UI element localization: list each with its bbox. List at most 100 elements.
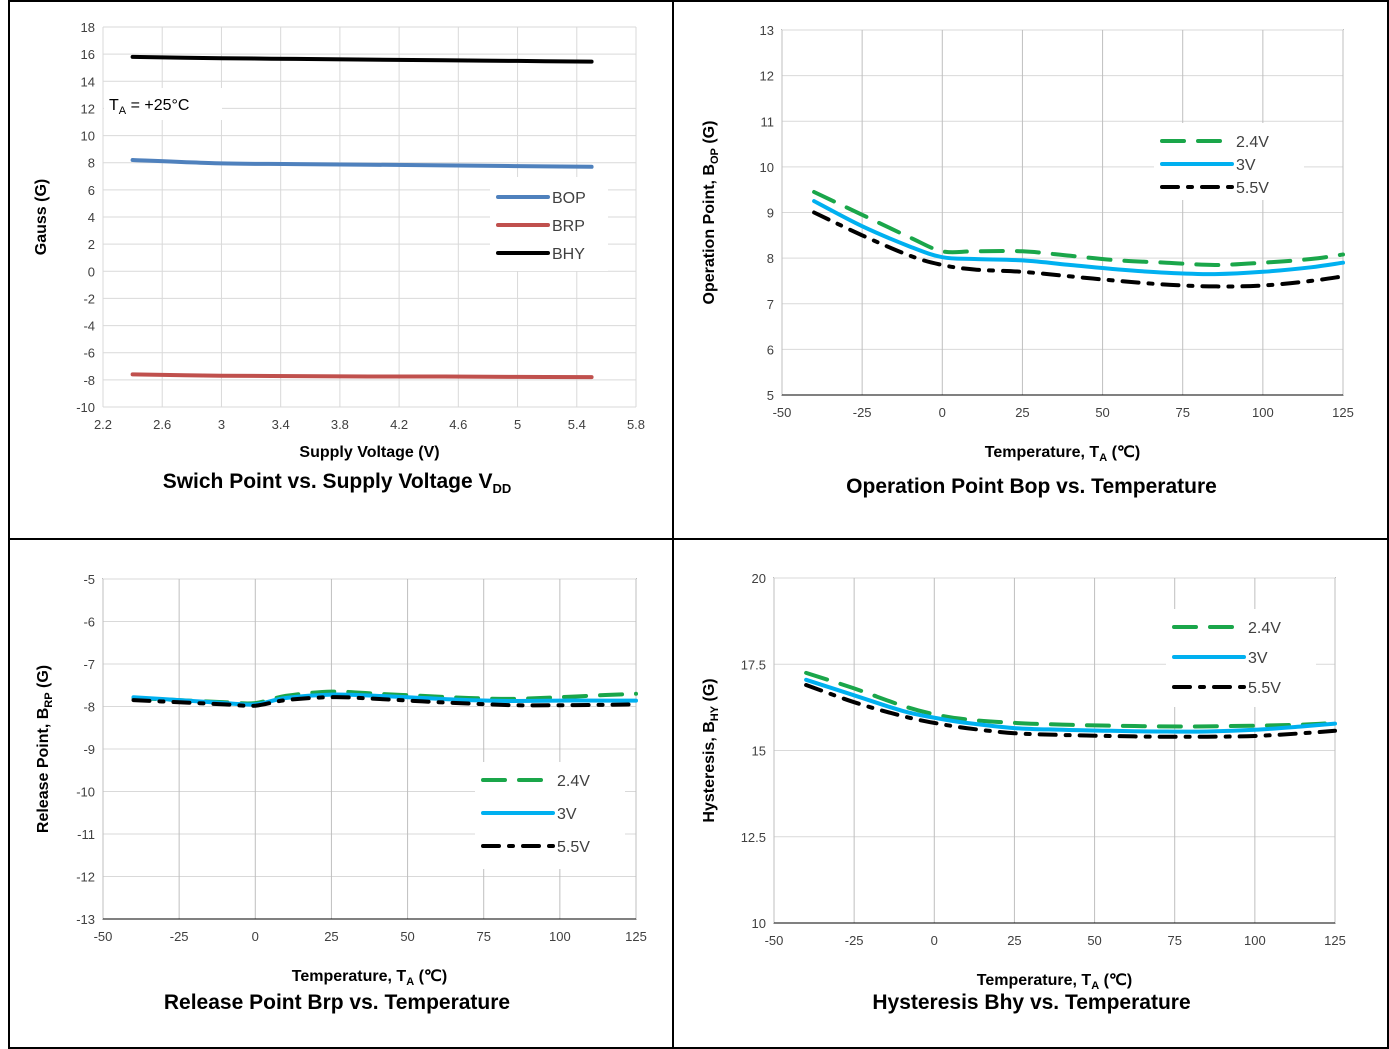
x-tick-label: 50 xyxy=(1087,933,1101,948)
x-tick-label: 25 xyxy=(1007,933,1021,948)
y-tick-label: 12.5 xyxy=(741,830,766,845)
series-line-2-4v xyxy=(812,190,1345,268)
grid-lines xyxy=(781,29,1344,396)
series-lines xyxy=(812,190,1345,289)
x-tick-label: 100 xyxy=(1252,405,1274,420)
legend: 2.4V 3V 5.5V xyxy=(1166,609,1316,707)
y-tick-label: -12 xyxy=(76,870,95,885)
y-tick-label: -10 xyxy=(76,400,95,415)
legend-label: 5.5V xyxy=(1236,180,1269,197)
legend-label: 5.5V xyxy=(1248,680,1281,697)
y-tick-label: -2 xyxy=(83,291,95,306)
chart-svg-brp: -13 -12 -11 -10 -9 -8 -7 -6 -5 -50 -25 0 25 50 75 100 12… xyxy=(35,572,647,988)
chart-svg-bhy: 10 12.5 15 17.5 20 -50 -25 0 25 50 75 100 125 Tempera… xyxy=(701,571,1346,992)
series-line-3v xyxy=(812,199,1345,277)
x-tick-label: 5.4 xyxy=(568,417,586,432)
x-tick-label: 25 xyxy=(324,929,338,944)
y-tick-label: 17.5 xyxy=(741,657,766,672)
x-axis-title: Temperature, TA (℃) xyxy=(292,968,447,988)
y-tick-label: 20 xyxy=(752,571,766,586)
legend-label: 5.5V xyxy=(557,839,590,856)
tick-labels: 10 12.5 15 17.5 20 -50 -25 0 25 50 75 100 125 xyxy=(741,571,1346,948)
x-tick-label: 3.8 xyxy=(331,417,349,432)
tick-labels: -10 -8 -6 -4 -2 0 2 4 6 8 10 12 14 16 18 2.2 2.6 3 3.4 3.8 4… xyxy=(76,20,645,432)
x-tick-label: -50 xyxy=(94,929,113,944)
x-tick-label: 50 xyxy=(1095,405,1109,420)
x-tick-label: 125 xyxy=(1324,933,1346,948)
chart-svg-vdd: -10 -8 -6 -4 -2 0 2 4 6 8 10 12 14 16 18 2.2 2.6 3 3.4 3.8 4… xyxy=(33,20,645,461)
x-axis-title-main: Temperature, T xyxy=(977,972,1092,989)
x-axis-title: Temperature, TA (℃) xyxy=(985,444,1140,464)
y-axis-title-rest: (G) xyxy=(35,665,52,693)
y-tick-label: 12 xyxy=(81,101,95,116)
x-tick-label: 0 xyxy=(939,405,946,420)
tick-labels: -13 -12 -11 -10 -9 -8 -7 -6 -5 -50 -25 0 25 50 75 100 12… xyxy=(76,572,647,944)
y-axis-title: Operation Point, BOP (G) xyxy=(701,121,721,305)
x-tick-label: -25 xyxy=(853,405,872,420)
caption-main: Swich Point vs. Supply Voltage V xyxy=(162,470,493,493)
caption-main: Release Point Brp vs. Temperature xyxy=(163,991,511,1014)
frame-center-horizontal xyxy=(8,538,1389,540)
x-tick-label: -50 xyxy=(765,933,784,948)
legend-label: BOP xyxy=(552,190,586,207)
y-tick-label: -6 xyxy=(83,615,95,630)
x-tick-label: 125 xyxy=(1332,405,1354,420)
series-line-3v xyxy=(804,677,1337,734)
x-tick-label: 25 xyxy=(1015,405,1029,420)
y-axis-title-sub: RP xyxy=(43,692,55,707)
y-tick-label: -8 xyxy=(83,373,95,388)
y-axis-title-rest: (G) xyxy=(701,121,718,149)
x-tick-label: 100 xyxy=(1244,933,1266,948)
legend: BOP BRP BHY xyxy=(490,177,608,271)
frame-center-vertical xyxy=(672,0,674,1049)
frame-top xyxy=(8,0,1389,2)
y-tick-label: 18 xyxy=(81,20,95,35)
legend-label: BRP xyxy=(552,218,585,235)
y-tick-label: 10 xyxy=(752,916,766,931)
frame-bottom xyxy=(8,1047,1389,1049)
x-tick-label: 100 xyxy=(549,929,571,944)
x-tick-label: 5 xyxy=(514,417,521,432)
series-line-2-4v xyxy=(804,670,1337,729)
x-tick-label: -25 xyxy=(845,933,864,948)
series-lines xyxy=(130,54,594,380)
legend-label: 2.4V xyxy=(1236,134,1269,151)
legend-label: 3V xyxy=(1236,157,1256,174)
x-axis-title: Supply Voltage (V) xyxy=(299,444,439,461)
annotation-main: T xyxy=(109,97,119,114)
x-tick-label: 50 xyxy=(400,929,414,944)
y-tick-label: 12 xyxy=(760,69,774,84)
chart-caption-vdd: Swich Point vs. Supply Voltage VDD xyxy=(8,470,666,496)
y-axis-title-main: Release Point, B xyxy=(35,708,52,833)
series-line-bop xyxy=(130,158,594,169)
x-tick-label: 0 xyxy=(252,929,259,944)
y-axis-title-main: Hysteresis, B xyxy=(701,721,718,822)
x-tick-label: 2.6 xyxy=(153,417,171,432)
y-tick-label: 14 xyxy=(81,74,95,89)
y-tick-label: 5 xyxy=(767,388,774,403)
series-lines xyxy=(131,689,638,708)
x-axis-title-sub: A xyxy=(1091,980,1099,992)
x-tick-label: 3 xyxy=(218,417,225,432)
chart-caption-bop: Operation Point Bop vs. Temperature xyxy=(674,475,1389,499)
y-tick-label: -5 xyxy=(83,572,95,587)
x-axis-title-sub: A xyxy=(406,976,414,988)
x-tick-label: 125 xyxy=(625,929,647,944)
y-axis-title: Release Point, BRP (G) xyxy=(35,665,55,833)
x-axis-title-rest: (℃) xyxy=(1107,444,1140,461)
y-tick-label: 0 xyxy=(88,264,95,279)
caption-main: Hysteresis Bhy vs. Temperature xyxy=(872,991,1191,1014)
annotation-rest: = +25°C xyxy=(126,97,189,114)
x-tick-label: 5.8 xyxy=(627,417,645,432)
annotation-sub: A xyxy=(119,105,127,117)
y-axis-title-main: Operation Point, B xyxy=(701,164,718,304)
y-tick-label: 6 xyxy=(767,342,774,357)
x-tick-label: 2.2 xyxy=(94,417,112,432)
legend-label: 3V xyxy=(1248,650,1268,667)
y-tick-label: -9 xyxy=(83,742,95,757)
chart-panel-bop: 5 6 7 8 9 10 11 12 13 -50 -25 0 25 50 75 100 125 Temperat… xyxy=(674,0,1389,540)
y-axis-title-sub: OP xyxy=(709,148,721,164)
series-line-5-5v xyxy=(131,695,638,708)
y-axis-title-rest: (G) xyxy=(701,678,718,706)
legend-label: 2.4V xyxy=(557,773,590,790)
